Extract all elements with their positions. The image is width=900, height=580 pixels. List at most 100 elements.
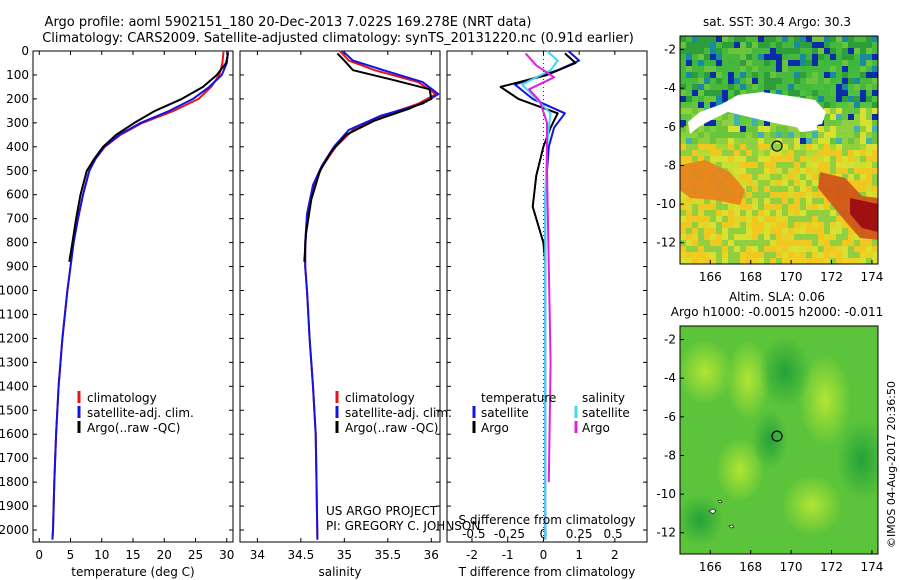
figure-title-line2: Climatology: CARS2009. Satellite-adjuste… — [42, 31, 634, 46]
sst-cell — [728, 48, 734, 54]
sst-cell — [788, 180, 794, 186]
sst-cell — [722, 138, 728, 144]
sst-cell — [848, 42, 854, 48]
sst-cell — [746, 90, 752, 96]
sst-cell — [836, 240, 842, 246]
sst-cell — [770, 258, 776, 264]
sst-cell — [842, 48, 848, 54]
sst-cell — [722, 258, 728, 264]
x-tick-label: 35.5 — [374, 548, 401, 562]
sst-cell — [734, 240, 740, 246]
sst-cell — [686, 54, 692, 60]
sst-cell — [716, 156, 722, 162]
sst-cell — [716, 138, 722, 144]
sst-cell — [812, 138, 818, 144]
sst-cell — [788, 144, 794, 150]
sst-cell — [752, 132, 758, 138]
sst-cell — [728, 210, 734, 216]
sst-cell — [764, 144, 770, 150]
sst-cell — [770, 120, 776, 126]
sst-cell — [824, 84, 830, 90]
sst-cell — [776, 42, 782, 48]
sst-cell — [848, 252, 854, 258]
sst-cell — [758, 240, 764, 246]
sst-cell — [722, 126, 728, 132]
sst-cell — [716, 126, 722, 132]
sst-cell — [842, 228, 848, 234]
sst-cell — [860, 96, 866, 102]
sst-cell — [776, 234, 782, 240]
sst-cell — [854, 168, 860, 174]
sst-cell — [758, 168, 764, 174]
x-tick-label: 35 — [337, 548, 352, 562]
sst-cell — [716, 222, 722, 228]
sst-cell — [872, 258, 878, 264]
sst-cell — [734, 144, 740, 150]
sst-cell — [710, 84, 716, 90]
sst-cell — [800, 246, 806, 252]
sst-cell — [716, 60, 722, 66]
sst-cell — [812, 66, 818, 72]
sst-cell — [746, 186, 752, 192]
sst-map-frame — [679, 35, 879, 265]
sst-cell — [764, 258, 770, 264]
sst-cell — [740, 48, 746, 54]
sst-cell — [782, 156, 788, 162]
map-x-tick-label: 172 — [820, 270, 843, 284]
sst-cell — [800, 216, 806, 222]
sst-cell — [740, 66, 746, 72]
y-tick-label: 0 — [21, 44, 29, 58]
sst-cell — [848, 36, 854, 42]
sst-cell — [824, 246, 830, 252]
sst-cell — [788, 252, 794, 258]
sst-cell — [800, 48, 806, 54]
sst-cell — [752, 138, 758, 144]
sla-dark-blob — [752, 410, 788, 470]
sst-cell — [872, 138, 878, 144]
sst-cell — [704, 138, 710, 144]
sst-cell — [842, 66, 848, 72]
sst-cell — [746, 180, 752, 186]
sst-cell — [746, 240, 752, 246]
sst-cell — [776, 60, 782, 66]
sst-cell — [788, 90, 794, 96]
sst-cell — [824, 72, 830, 78]
sst-cell — [800, 198, 806, 204]
sst-cell — [740, 204, 746, 210]
sst-cell — [848, 96, 854, 102]
sst-cell — [686, 96, 692, 102]
sst-cell — [872, 144, 878, 150]
sst-cell — [830, 36, 836, 42]
sst-cell — [806, 216, 812, 222]
sst-cell — [830, 246, 836, 252]
sst-cell — [830, 216, 836, 222]
sst-cell — [764, 240, 770, 246]
sst-cell — [794, 210, 800, 216]
sst-cell — [686, 216, 692, 222]
sst-cell — [734, 60, 740, 66]
sst-cell — [830, 120, 836, 126]
sla-map-title: Altim. SLA: 0.06 — [729, 290, 825, 304]
sst-cell — [734, 48, 740, 54]
sst-cell — [698, 102, 704, 108]
sst-cell — [788, 138, 794, 144]
x-tick-label: 15 — [125, 548, 140, 562]
sst-cell — [722, 156, 728, 162]
sst-cell — [752, 72, 758, 78]
sst-cell — [782, 126, 788, 132]
sst-cell — [830, 108, 836, 114]
sst-cell — [818, 48, 824, 54]
sst-cell — [866, 54, 872, 60]
sst-cell — [758, 198, 764, 204]
sst-cell — [872, 78, 878, 84]
sst-cell — [722, 246, 728, 252]
temperature-plot: 0100200300400500600700800900100011001200… — [0, 44, 234, 562]
map-y-tick-label: -8 — [664, 158, 676, 172]
sst-cell — [818, 216, 824, 222]
sst-cell — [848, 132, 854, 138]
sst-cell — [872, 114, 878, 120]
sst-cell — [818, 252, 824, 258]
y-tick-label: 1800 — [0, 475, 29, 489]
sst-cell — [872, 240, 878, 246]
series-line-argo — [303, 52, 433, 262]
